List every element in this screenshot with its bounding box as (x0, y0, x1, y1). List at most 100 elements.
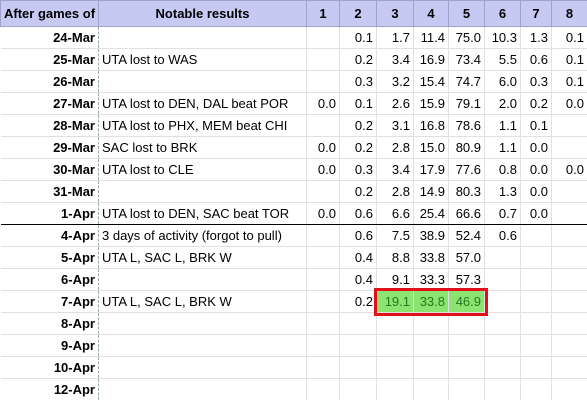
date-cell: 6-Apr (0, 268, 99, 291)
value-cell (306, 180, 340, 203)
value-cell (306, 224, 340, 247)
value-cell: 0.2 (339, 290, 377, 313)
column-header: Notable results (98, 0, 307, 27)
value-cell: 2.8 (376, 136, 414, 159)
value-cell (306, 246, 340, 269)
value-cell (520, 290, 552, 313)
value-cell: 0.6 (339, 224, 377, 247)
value-cell: 0.0 (306, 136, 340, 159)
note-cell: 3 days of activity (forgot to pull) (98, 224, 307, 247)
date-cell: 25-Mar (0, 48, 99, 71)
value-cell (520, 334, 552, 357)
value-cell: 1.3 (484, 180, 521, 203)
note-cell (98, 268, 307, 291)
value-cell (339, 356, 377, 379)
value-cell: 6.6 (376, 202, 414, 225)
value-cell: 33.8 (413, 246, 449, 269)
value-cell: 7.5 (376, 224, 414, 247)
row: 31-Mar 0.2 2.8 14.9 80.3 1.3 0.0 (0, 180, 587, 203)
value-cell: 0.3 (339, 158, 377, 181)
column-header: 5 (448, 0, 485, 27)
value-cell: 33.8 (413, 290, 449, 313)
value-cell: 6.0 (484, 70, 521, 93)
row: 27-Mar UTA lost to DEN, DAL beat POR 0.0 0.… (0, 92, 587, 115)
value-cell: 0.4 (339, 268, 377, 291)
row: 24-Mar 0.1 1.7 11.4 75.0 10.3 1.3 0.1 (0, 26, 587, 49)
value-cell: 0.2 (339, 48, 377, 71)
value-cell: 0.2 (520, 92, 552, 115)
value-cell: 3.4 (376, 158, 414, 181)
value-cell: 15.9 (413, 92, 449, 115)
value-cell (551, 356, 587, 379)
value-cell: 1.1 (484, 136, 521, 159)
value-cell (306, 356, 340, 379)
value-cell: 25.4 (413, 202, 449, 225)
note-cell (98, 378, 307, 400)
value-cell (339, 378, 377, 400)
value-cell (551, 136, 587, 159)
note-cell: UTA lost to WAS (98, 48, 307, 71)
value-cell (306, 378, 340, 400)
row: 25-Mar UTA lost to WAS 0.2 3.4 16.9 73.4 5.5 0.… (0, 48, 587, 71)
value-cell: 1.3 (520, 26, 552, 49)
value-cell: 0.2 (339, 180, 377, 203)
value-cell: 0.0 (306, 202, 340, 225)
date-cell: 29-Mar (0, 136, 99, 159)
row: 5-Apr UTA L, SAC L, BRK W 0.4 8.8 33.8 57.0 (0, 246, 587, 269)
value-cell: 1.7 (376, 26, 414, 49)
value-cell: 1.1 (484, 114, 521, 137)
note-cell (98, 70, 307, 93)
note-cell: UTA lost to CLE (98, 158, 307, 181)
value-cell: 75.0 (448, 26, 485, 49)
value-cell (551, 378, 587, 400)
value-cell: 0.3 (520, 70, 552, 93)
date-cell: 24-Mar (0, 26, 99, 49)
note-cell (98, 334, 307, 357)
value-cell (306, 290, 340, 313)
value-cell (551, 224, 587, 247)
value-cell: 17.9 (413, 158, 449, 181)
column-header: 1 (306, 0, 340, 27)
value-cell (448, 312, 485, 335)
value-cell: 0.7 (484, 202, 521, 225)
value-cell (551, 334, 587, 357)
value-cell (551, 202, 587, 225)
value-cell: 2.0 (484, 92, 521, 115)
value-cell (306, 70, 340, 93)
note-cell: UTA lost to PHX, MEM beat CHI (98, 114, 307, 137)
value-cell: 14.9 (413, 180, 449, 203)
value-cell (448, 378, 485, 400)
note-cell: UTA L, SAC L, BRK W (98, 246, 307, 269)
value-cell: 10.3 (484, 26, 521, 49)
value-cell (448, 356, 485, 379)
row: 26-Mar 0.3 3.2 15.4 74.7 6.0 0.3 0.1 (0, 70, 587, 93)
value-cell: 19.1 (376, 290, 414, 313)
value-cell: 0.1 (520, 114, 552, 137)
value-cell: 0.0 (520, 180, 552, 203)
value-cell (551, 268, 587, 291)
value-cell (520, 246, 552, 269)
date-cell: 7-Apr (0, 290, 99, 313)
note-cell (98, 356, 307, 379)
date-cell: 31-Mar (0, 180, 99, 203)
value-cell: 0.0 (551, 92, 587, 115)
value-cell: 0.3 (339, 70, 377, 93)
value-cell (484, 334, 521, 357)
note-cell (98, 312, 307, 335)
date-cell: 28-Mar (0, 114, 99, 137)
row: 12-Apr (0, 378, 587, 400)
date-cell: 26-Mar (0, 70, 99, 93)
value-cell (376, 356, 414, 379)
row: 8-Apr (0, 312, 587, 335)
value-cell: 0.6 (484, 224, 521, 247)
value-cell: 0.4 (339, 246, 377, 269)
value-cell: 0.2 (339, 136, 377, 159)
value-cell: 0.6 (339, 202, 377, 225)
value-cell: 33.3 (413, 268, 449, 291)
value-cell: 16.9 (413, 48, 449, 71)
value-cell (413, 378, 449, 400)
value-cell (520, 268, 552, 291)
date-cell: 30-Mar (0, 158, 99, 181)
